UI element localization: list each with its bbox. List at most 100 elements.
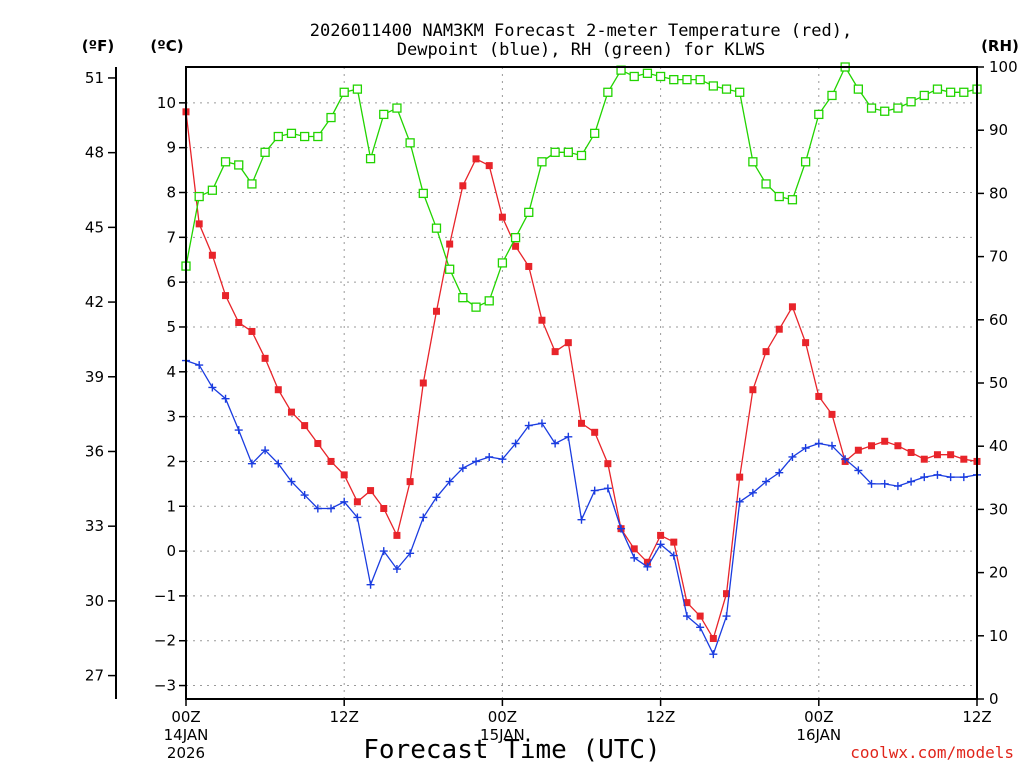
dewpoint-point — [920, 473, 929, 482]
rh-point — [563, 147, 573, 157]
rh-point — [379, 109, 389, 120]
time-tick-day: 14JAN — [164, 726, 209, 744]
dewpoint-point — [788, 452, 797, 461]
dewpoint-point — [498, 455, 507, 464]
celsius-tick-label: 4 — [166, 363, 176, 381]
temperature-point — [327, 457, 335, 465]
temperature-point — [314, 440, 322, 448]
temperature-point — [195, 220, 203, 228]
fahrenheit-tick-label: 51 — [85, 69, 104, 87]
time-tick-label: 12Z — [330, 708, 359, 726]
rh-point — [510, 232, 521, 243]
temperature-point — [709, 634, 717, 642]
temperature-point — [723, 590, 731, 598]
rh-point — [299, 131, 310, 142]
grid-lines — [186, 67, 977, 699]
rh-point — [774, 191, 784, 202]
fahrenheit-axis: 27 30 33 36 39 42 45 48 51 — [85, 67, 117, 699]
dewpoint-point — [379, 547, 388, 556]
time-tick-label: 00Z — [488, 708, 517, 726]
rh-point — [735, 87, 745, 97]
dewpoint-point — [735, 497, 744, 506]
temperature-point — [446, 240, 454, 248]
temperature-point — [222, 292, 230, 300]
dewpoint-point — [617, 524, 626, 533]
temperature-point — [459, 182, 467, 190]
rh-point — [695, 74, 705, 85]
temperature-point — [353, 498, 361, 506]
rh-point — [418, 188, 428, 199]
rh-point — [959, 87, 969, 97]
temperature-point — [512, 242, 520, 250]
time-tick-label: 00Z — [804, 708, 833, 726]
dewpoint-point — [946, 473, 955, 482]
dewpoint-point — [419, 513, 428, 522]
dewpoint-point — [867, 479, 876, 488]
rh-point — [352, 84, 363, 94]
rh-point — [405, 138, 415, 148]
rh-point — [234, 160, 244, 170]
dewpoint-point — [524, 421, 533, 430]
dewpoint-series — [182, 356, 981, 659]
celsius-tick-label: 5 — [166, 318, 176, 336]
rh-point — [880, 106, 890, 116]
time-tick-day: 15JAN — [480, 726, 525, 744]
dewpoint-point — [669, 551, 678, 560]
dewpoint-point — [682, 612, 691, 621]
rh-point — [286, 128, 297, 139]
dewpoint-point — [827, 441, 836, 450]
temperature-series — [182, 108, 981, 642]
rh-point — [814, 109, 824, 120]
temperature-point — [525, 262, 533, 270]
rh-tick-label: 100 — [989, 58, 1018, 76]
dewpoint-point — [722, 612, 731, 621]
rh-tick-label: 80 — [989, 184, 1008, 202]
dewpoint-point — [630, 553, 639, 562]
dewpoint-point — [643, 562, 652, 571]
rh-point — [247, 179, 257, 189]
rh-point — [537, 157, 547, 167]
temperature-point — [301, 422, 309, 430]
temperature-point — [828, 410, 836, 418]
dewpoint-point — [551, 439, 560, 448]
temperature-point — [670, 538, 678, 546]
dewpoint-point — [234, 426, 243, 435]
rh-point — [273, 131, 283, 142]
temperature-point — [960, 455, 968, 463]
fahrenheit-tick-label: 30 — [85, 592, 104, 610]
celsius-tick-label: −2 — [154, 632, 176, 650]
dewpoint-point — [313, 504, 322, 513]
temperature-point — [472, 155, 480, 163]
rh-tick-label: 60 — [989, 311, 1008, 329]
fahrenheit-tick-label: 48 — [85, 144, 104, 162]
rh-point — [853, 84, 863, 94]
temperature-point — [432, 307, 440, 315]
rh-point — [827, 90, 837, 101]
fahrenheit-unit-label: (ºF) — [82, 37, 114, 55]
rh-point — [945, 87, 956, 97]
dewpoint-point — [775, 468, 784, 477]
fahrenheit-tick-label: 39 — [85, 368, 104, 386]
rh-point — [471, 302, 481, 312]
dewpoint-point — [366, 580, 375, 589]
celsius-tick-label: 9 — [166, 139, 176, 157]
temperature-point — [854, 446, 862, 454]
plot-frame — [185, 66, 978, 700]
rh-point — [590, 128, 600, 139]
temperature-point — [947, 451, 955, 459]
temperature-point — [248, 327, 256, 335]
dewpoint-point — [577, 515, 586, 524]
celsius-tick-label: −3 — [154, 677, 176, 695]
rh-tick-label: 90 — [989, 121, 1008, 139]
dewpoint-point — [854, 466, 863, 475]
rh-tick-label: 70 — [989, 248, 1008, 266]
celsius-tick-label: −1 — [154, 587, 176, 605]
dewpoint-point — [841, 455, 850, 464]
dewpoint-point — [801, 443, 810, 452]
fahrenheit-tick-label: 45 — [85, 218, 104, 236]
celsius-tick-label: 7 — [166, 228, 176, 246]
rh-point — [326, 112, 336, 123]
rh-point — [207, 185, 218, 195]
